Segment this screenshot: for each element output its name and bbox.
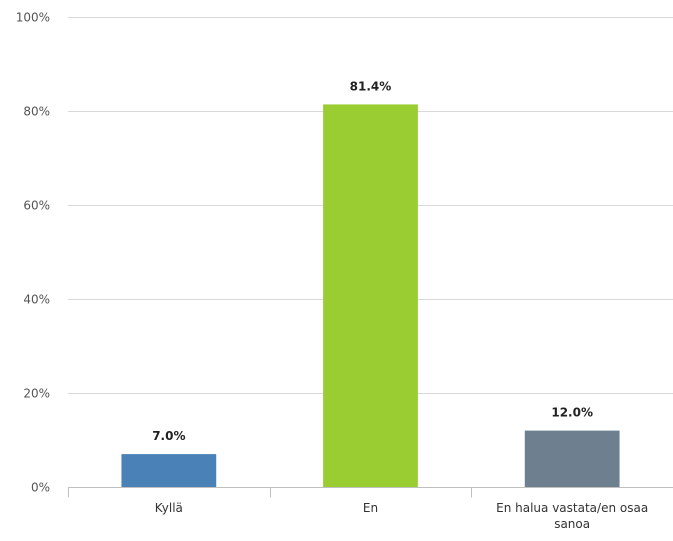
bar [524,430,620,487]
x-category-label: En [363,501,378,515]
label-layer: 0% 20% 40% 60% 80% 100% 7.0% Kyllä 81.4% En 12.0% E… [16,11,649,532]
y-tick-label: 60% [23,199,50,213]
y-tick-label: 40% [23,293,50,307]
y-tick-label: 100% [16,11,50,25]
y-tick-label: 80% [23,105,50,119]
bar [323,104,418,488]
bar [121,454,217,487]
x-category-label: Kyllä [155,501,183,515]
y-tick-label: 0% [31,481,50,495]
data-label: 81.4% [350,79,392,93]
x-category-label: sanoa [554,517,590,531]
y-tick-label: 20% [23,387,50,401]
data-label: 12.0% [551,406,593,420]
bar-layer [121,104,620,488]
x-category-label: En halua vastata/en osaa [496,501,648,515]
data-label: 7.0% [152,429,185,443]
axis-layer [68,487,673,498]
